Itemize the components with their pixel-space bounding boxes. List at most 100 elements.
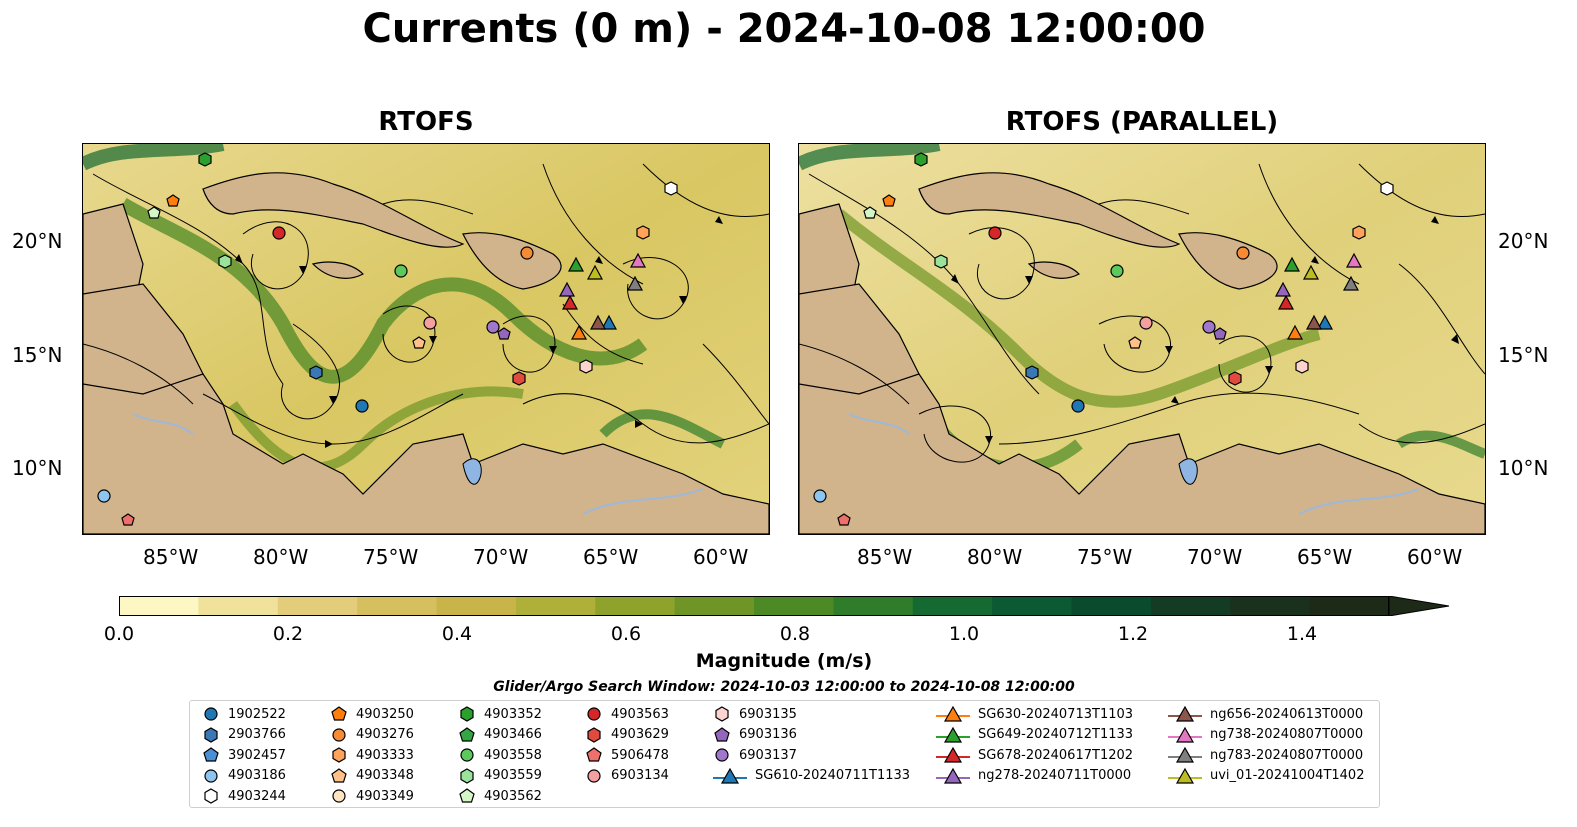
legend-item: 4903563 bbox=[585, 704, 669, 724]
legend-item: 4903558 bbox=[458, 745, 542, 765]
panel-title-rtofs-parallel: RTOFS (PARALLEL) bbox=[798, 107, 1486, 137]
legend-item-label: 6903135 bbox=[739, 707, 797, 722]
legend-item: SG630-20240713T1103 bbox=[936, 704, 1133, 724]
lon-tick-label: 65°W bbox=[1297, 545, 1352, 569]
legend-item-label: 3902457 bbox=[228, 748, 286, 763]
colorbar bbox=[119, 596, 1454, 616]
marker-4903333 bbox=[1353, 226, 1365, 239]
map-panel-rtofs[interactable] bbox=[82, 143, 770, 535]
lat-tick-label: 15°N bbox=[1498, 343, 1548, 367]
lon-tick-label: 80°W bbox=[967, 545, 1022, 569]
legend-item: 2903766 bbox=[202, 725, 286, 745]
lon-tick-label: 65°W bbox=[583, 545, 638, 569]
marker-4903558 bbox=[395, 265, 407, 277]
lon-tick-label: 75°W bbox=[1077, 545, 1132, 569]
legend-marker-icon bbox=[1168, 767, 1202, 785]
colorbar-cell bbox=[119, 596, 199, 616]
legend-marker-icon bbox=[936, 726, 970, 744]
legend-item-label: 4903563 bbox=[611, 707, 669, 722]
lon-tick-label: 60°W bbox=[693, 545, 748, 569]
legend-item-label: 4903250 bbox=[356, 707, 414, 722]
legend-item: 4903348 bbox=[330, 766, 414, 786]
legend-item: 4903559 bbox=[458, 766, 542, 786]
legend-marker-icon bbox=[713, 746, 731, 764]
colorbar-cell bbox=[278, 596, 358, 616]
legend-item-label: 6903136 bbox=[739, 727, 797, 742]
legend-item-label: SG610-20240711T1133 bbox=[755, 768, 910, 783]
marker-4903352 bbox=[199, 153, 211, 166]
legend-item-label: SG630-20240713T1103 bbox=[978, 707, 1133, 722]
marker-4903186 bbox=[98, 490, 110, 502]
lon-tick-label: 80°W bbox=[253, 545, 308, 569]
colorbar-cell bbox=[1151, 596, 1231, 616]
legend-item-label: uvi_01-20241004T1402 bbox=[1210, 768, 1364, 783]
marker-4903559 bbox=[935, 255, 947, 268]
legend-item: 4903276 bbox=[330, 725, 414, 745]
legend-marker-icon bbox=[458, 767, 476, 785]
lon-tick-label: 70°W bbox=[473, 545, 528, 569]
legend-marker-icon bbox=[713, 726, 731, 744]
legend-item: 4903349 bbox=[330, 786, 414, 806]
colorbar-cell bbox=[675, 596, 755, 616]
legend-item: 5906478 bbox=[585, 745, 669, 765]
colorbar-cell bbox=[992, 596, 1072, 616]
legend-marker-icon bbox=[330, 746, 348, 764]
colorbar-tick: 0.2 bbox=[273, 623, 303, 645]
search-window-text: Glider/Argo Search Window: 2024-10-03 12… bbox=[0, 679, 1568, 695]
colorbar-tick: 0.8 bbox=[780, 623, 810, 645]
marker-4903186 bbox=[814, 490, 826, 502]
legend: 1902522 2903766 3902457 4903186 4903244 49032… bbox=[189, 700, 1380, 808]
marker-6903134 bbox=[424, 317, 436, 329]
marker-4903629 bbox=[513, 372, 525, 385]
legend-item-label: SG649-20240712T1133 bbox=[978, 727, 1133, 742]
legend-item: ng738-20240807T0000 bbox=[1168, 725, 1363, 745]
legend-item-label: 4903333 bbox=[356, 748, 414, 763]
legend-item: SG678-20240617T1202 bbox=[936, 745, 1133, 765]
legend-item-label: 4903629 bbox=[611, 727, 669, 742]
lon-tick-label: 85°W bbox=[857, 545, 912, 569]
legend-item-label: ng783-20240807T0000 bbox=[1210, 748, 1363, 763]
colorbar-tick: 1.0 bbox=[949, 623, 979, 645]
legend-marker-icon bbox=[585, 726, 603, 744]
legend-marker-icon bbox=[936, 767, 970, 785]
marker-2903766 bbox=[1026, 366, 1038, 379]
legend-item-label: 4903244 bbox=[228, 789, 286, 804]
legend-item-label: 4903559 bbox=[484, 768, 542, 783]
legend-marker-icon bbox=[1168, 705, 1202, 723]
legend-item: 4903186 bbox=[202, 766, 286, 786]
colorbar-cell bbox=[833, 596, 913, 616]
legend-marker-icon bbox=[713, 767, 747, 785]
marker-6903137 bbox=[1203, 321, 1215, 333]
marker-1902522 bbox=[356, 400, 368, 412]
legend-marker-icon bbox=[458, 746, 476, 764]
colorbar-cell bbox=[913, 596, 993, 616]
legend-marker-icon bbox=[585, 767, 603, 785]
legend-item-label: 6903137 bbox=[739, 748, 797, 763]
marker-1902522 bbox=[1072, 400, 1084, 412]
colorbar-cell bbox=[595, 596, 675, 616]
colorbar-cell bbox=[437, 596, 517, 616]
legend-item-label: ng738-20240807T0000 bbox=[1210, 727, 1363, 742]
lon-tick-label: 70°W bbox=[1187, 545, 1242, 569]
legend-item: ng783-20240807T0000 bbox=[1168, 745, 1363, 765]
legend-item-label: 4903349 bbox=[356, 789, 414, 804]
legend-item-label: 4903352 bbox=[484, 707, 542, 722]
marker-4903558 bbox=[1111, 265, 1123, 277]
legend-item: 6903137 bbox=[713, 745, 797, 765]
legend-marker-icon bbox=[330, 726, 348, 744]
legend-item-label: 1902522 bbox=[228, 707, 286, 722]
marker-4903352 bbox=[915, 153, 927, 166]
legend-marker-icon bbox=[458, 705, 476, 723]
legend-marker-icon bbox=[936, 705, 970, 723]
legend-item: ng656-20240613T0000 bbox=[1168, 704, 1363, 724]
legend-item-label: 4903562 bbox=[484, 789, 542, 804]
marker-4903559 bbox=[219, 255, 231, 268]
legend-marker-icon bbox=[330, 767, 348, 785]
legend-item: 1902522 bbox=[202, 704, 286, 724]
legend-marker-icon bbox=[585, 746, 603, 764]
legend-item-label: 4903558 bbox=[484, 748, 542, 763]
legend-item: uvi_01-20241004T1402 bbox=[1168, 766, 1364, 786]
map-panel-rtofs-parallel[interactable] bbox=[798, 143, 1486, 535]
marker-4903629 bbox=[1229, 372, 1241, 385]
colorbar-tick: 0.4 bbox=[442, 623, 472, 645]
